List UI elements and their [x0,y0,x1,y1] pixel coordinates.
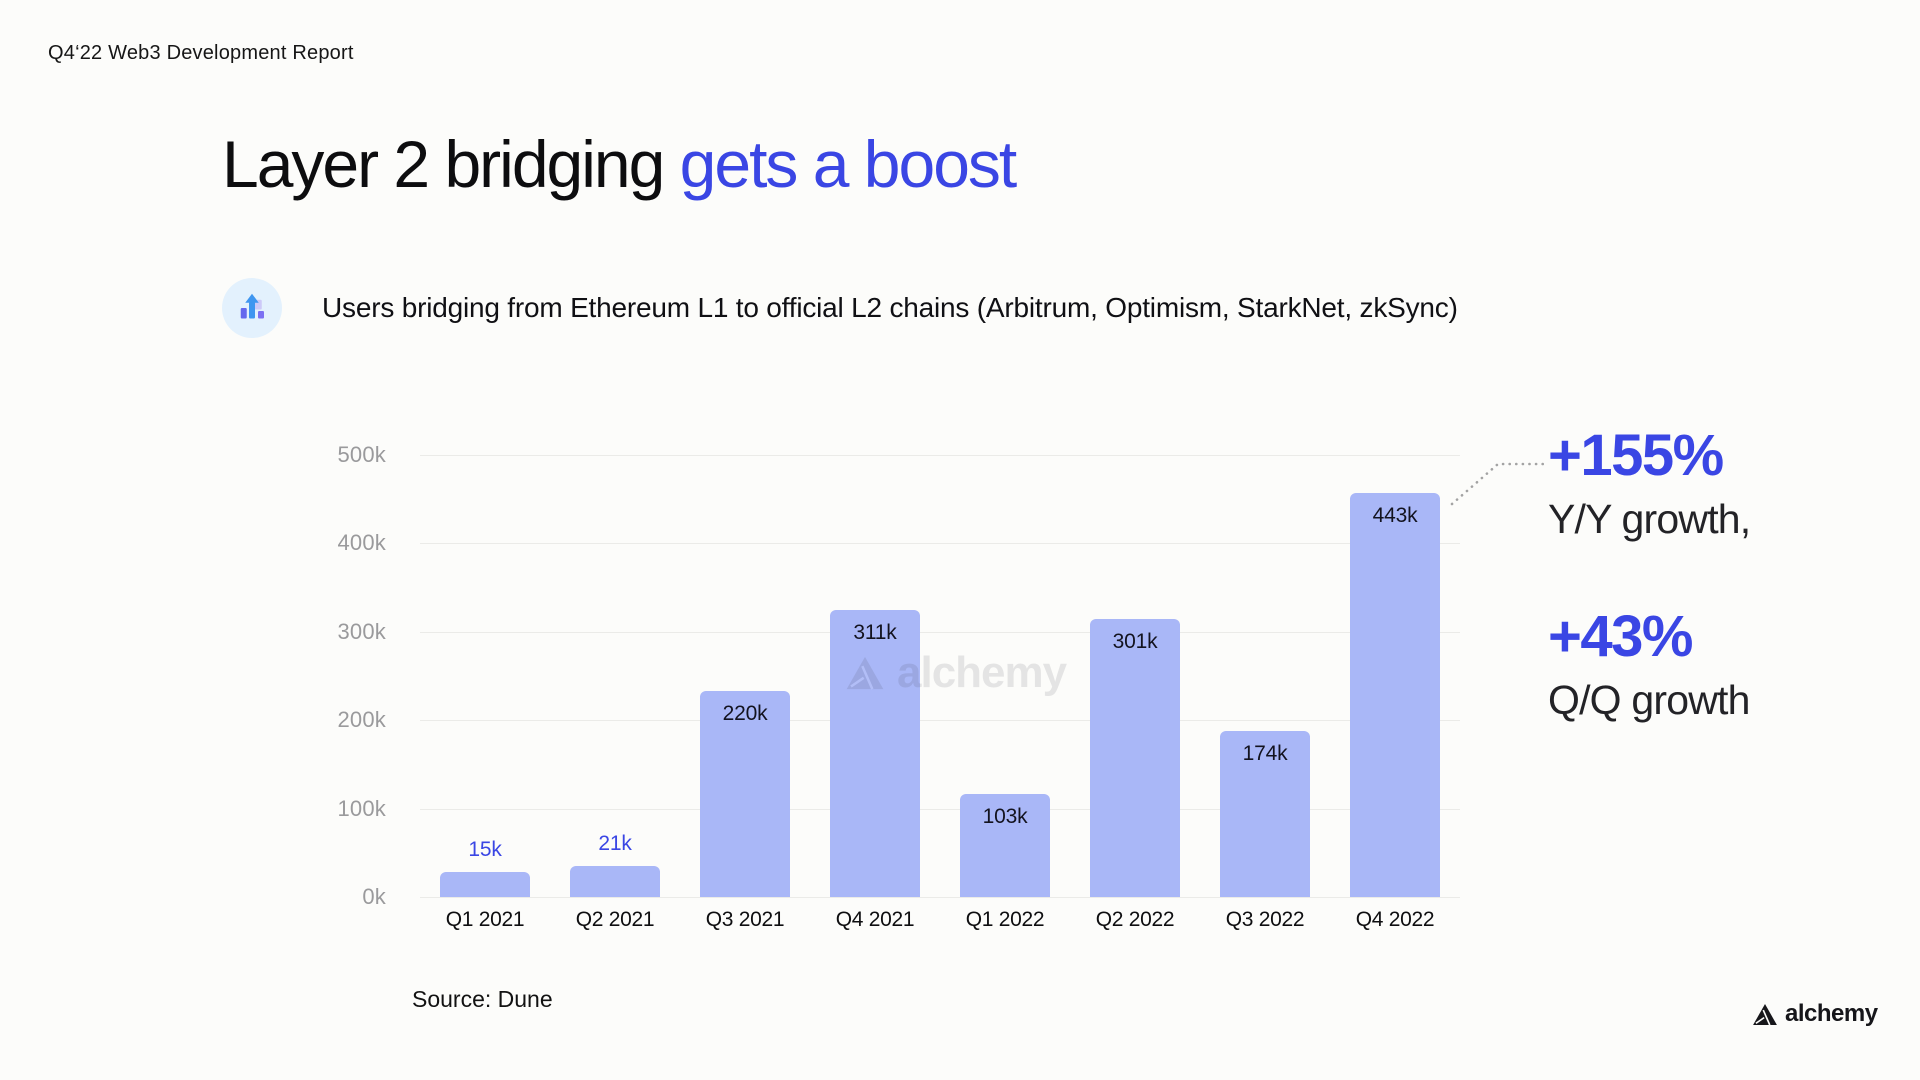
gridline [420,720,1460,721]
y-axis-tick: 0k [362,884,386,909]
bar-q2-2022 [1090,619,1180,897]
bar-value-label: 301k [1112,630,1158,653]
page-title: Layer 2 bridging gets a boost [222,126,1018,202]
y-axis-tick: 300k [337,619,386,644]
qq-growth-callout: +43% Q/Q growth [1548,605,1888,724]
y-axis-tick: 200k [337,707,386,732]
yy-growth-callout: +155% Y/Y growth, [1548,424,1888,543]
gridline [420,543,1460,544]
bar-value-label: 443k [1372,504,1418,527]
qq-growth-label: Q/Q growth [1548,676,1750,723]
yy-growth-value: +155% [1548,423,1724,488]
chart-subtitle: Users bridging from Ethereum L1 to offic… [322,292,1458,323]
subtitle-row: Users bridging from Ethereum L1 to offic… [222,278,1458,338]
gridline [420,455,1460,456]
watermark-text: alchemy [897,648,1067,697]
bar-q3-2021 [700,691,790,897]
y-axis-tick: 400k [337,530,386,555]
bar-value-label: 21k [598,832,632,855]
bar-q1-2021 [440,872,530,897]
page-title-highlight: gets a boost [679,127,1018,201]
alchemy-logo-icon [1753,1003,1777,1025]
bar-q1-2022 [960,794,1050,897]
x-axis-tick: Q4 2022 [1355,908,1435,931]
yy-growth-label: Y/Y growth, [1548,495,1751,542]
bar-q4-2022 [1350,493,1440,897]
x-axis-tick: Q1 2022 [965,908,1045,931]
watermark: alchemy [845,648,1067,698]
bar-q3-2022 [1220,731,1310,897]
bar-q2-2021 [570,866,660,897]
page-title-prefix: Layer 2 bridging [222,127,680,201]
report-title: Q4‘22 Web3 Development Report [48,42,354,64]
bar-value-label: 103k [982,805,1028,828]
source-credit: Source: Dune [412,986,553,1012]
alchemy-logo-icon [846,656,884,690]
brand-logo: alchemy [1752,1000,1878,1028]
x-axis-tick: Q3 2022 [1225,908,1305,931]
brand-name: alchemy [1785,1000,1878,1027]
bar-value-label: 174k [1242,742,1288,765]
x-axis-tick: Q2 2022 [1095,908,1175,931]
x-axis-tick: Q4 2021 [835,908,915,931]
growth-callouts: +155% Y/Y growth, +43% Q/Q growth [1548,424,1888,724]
qq-growth-value: +43% [1548,603,1693,669]
x-axis-tick: Q2 2021 [575,908,655,931]
bar-chart-growth-icon [222,278,282,338]
x-axis-tick: Q1 2021 [445,908,525,931]
gridline [420,897,1460,898]
gridline [420,632,1460,633]
y-axis-tick: 100k [337,796,386,821]
gridline [420,809,1460,810]
bar-value-label: 15k [468,838,502,861]
x-axis-tick: Q3 2021 [705,908,785,931]
y-axis-tick: 500k [337,442,386,467]
bar-value-label: 311k [853,621,897,644]
bar-value-label: 220k [722,702,768,725]
